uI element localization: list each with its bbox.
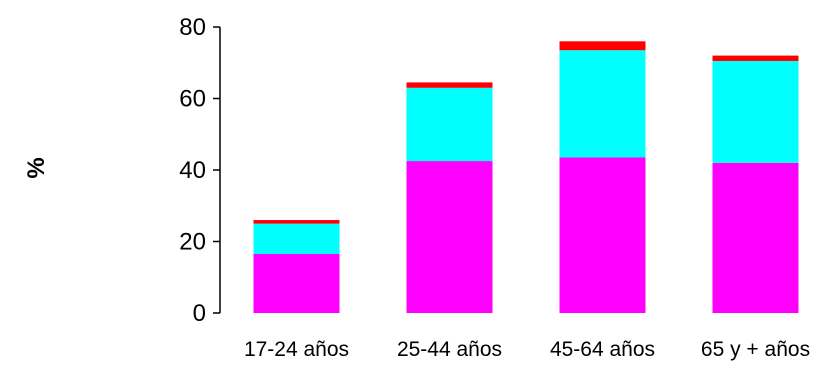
- bar-segment-2-3: [406, 82, 493, 88]
- bar-segment-1-3: [253, 220, 340, 224]
- y-tick-label: 40: [179, 157, 206, 184]
- bar-segment-2-1: [406, 161, 493, 313]
- bar-segment-1-2: [253, 223, 340, 255]
- x-category-label: 25-44 años: [397, 338, 502, 361]
- y-tick-label: 60: [179, 86, 206, 113]
- y-tick-label: 80: [179, 14, 206, 41]
- y-tick-label: 0: [193, 300, 206, 327]
- bar-segment-1-1: [253, 254, 340, 313]
- bar-segment-3-2: [559, 50, 646, 158]
- bars: [253, 41, 799, 313]
- bar-segment-3-1: [559, 157, 646, 313]
- x-category-label: 65 y + años: [701, 338, 810, 361]
- bar-segment-4-1: [712, 162, 799, 313]
- y-tick-label: 20: [179, 229, 206, 256]
- y-axis-title: %: [23, 157, 50, 178]
- bar-segment-4-2: [712, 60, 799, 163]
- bar-segment-4-3: [712, 55, 799, 61]
- bar-segment-2-2: [406, 87, 493, 162]
- x-axis-labels: 17-24 años 25-44 años 45-64 años 65 y + año…: [244, 338, 810, 361]
- x-category-label: 17-24 años: [244, 338, 349, 361]
- x-category-label: 45-64 años: [550, 338, 655, 361]
- y-axis: 0 20 40 60 80: [179, 14, 220, 327]
- bar-segment-3-3: [559, 41, 646, 51]
